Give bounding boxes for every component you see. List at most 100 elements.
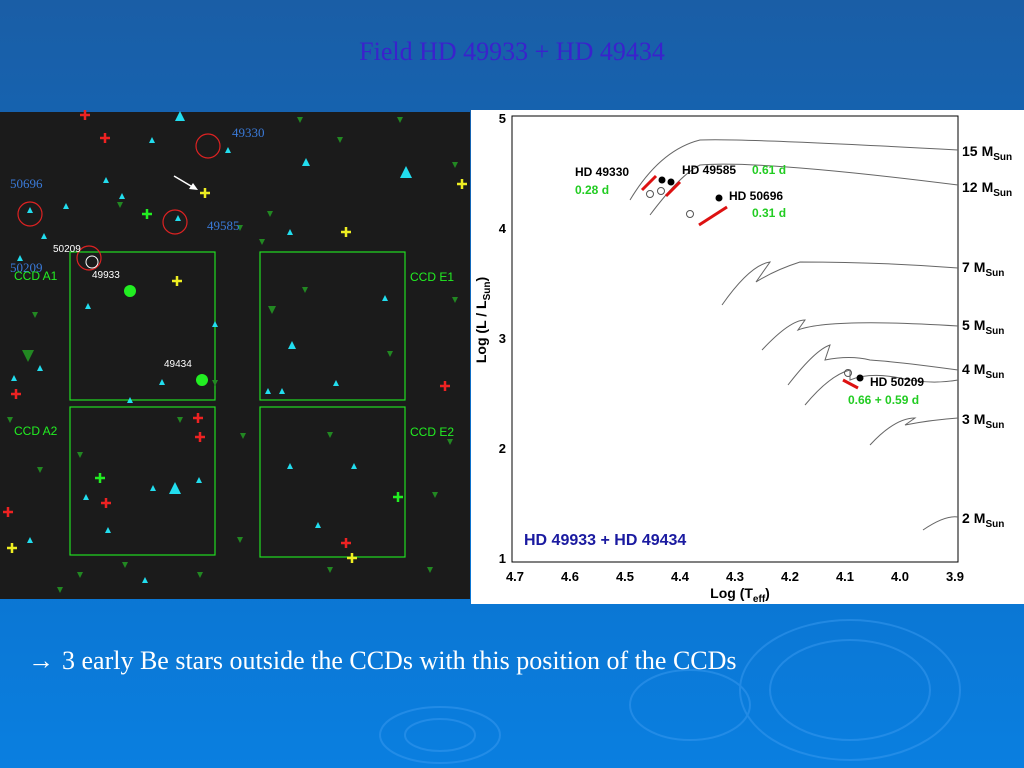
star-symbol	[85, 303, 91, 309]
mass-label: 15 MSun	[962, 143, 1012, 163]
star-label: 50209	[53, 244, 81, 255]
x-tick-label: 4.5	[616, 569, 634, 584]
star-period: 0.31 d	[752, 206, 786, 220]
plus-symbol	[80, 110, 90, 120]
y-tick-label: 3	[499, 331, 506, 346]
mass-unit: M	[974, 411, 986, 427]
mass-sub: Sun	[985, 370, 1004, 381]
plus-symbol	[95, 473, 105, 483]
bullet-marker: →	[28, 646, 54, 675]
mass-unit: M	[974, 510, 986, 526]
mass-sub: Sun	[993, 152, 1012, 163]
mass-value: 5	[962, 317, 970, 333]
plus-symbol	[172, 276, 182, 286]
star-points	[646, 176, 864, 382]
x-label-sub: eff	[753, 594, 766, 605]
plus-symbol	[195, 432, 205, 442]
plus-symbol	[101, 498, 111, 508]
y-label-main: Log (L / L	[473, 300, 489, 363]
star-symbol	[327, 567, 333, 573]
mass-label: 5 MSun	[962, 317, 1004, 337]
x-tick-label: 4.7	[506, 569, 524, 584]
y-label-end: )	[473, 277, 489, 282]
star-symbol	[177, 417, 183, 423]
star-label: 50696	[10, 176, 43, 191]
star-period: 0.61 d	[752, 163, 786, 177]
target-circle	[85, 255, 99, 269]
mass-label: 12 MSun	[962, 179, 1012, 199]
mass-label: 4 MSun	[962, 361, 1004, 381]
mass-sub: Sun	[993, 188, 1012, 199]
star-symbol	[452, 297, 458, 303]
star-symbol	[57, 587, 63, 593]
y-axis-label: Log (L / LSun)	[473, 277, 493, 363]
star-symbol	[117, 202, 123, 208]
mass-unit: M	[974, 259, 986, 275]
star-period: 0.28 d	[575, 183, 609, 197]
x-axis-label: Log (Teff)	[710, 585, 770, 605]
bullet-text: 3 early Be stars outside the CCDs with t…	[62, 646, 737, 675]
slide-title: Field HD 49933 + HD 49434	[359, 37, 665, 66]
star-symbol	[17, 255, 23, 261]
plus-symbol	[100, 133, 110, 143]
ccd-labels: CCD A1 CCD E1 CCD A2 CCD E2	[14, 269, 454, 439]
star-symbol	[382, 295, 388, 301]
star-symbol	[63, 203, 69, 209]
x-label-main: Log (T	[710, 585, 753, 601]
ripples	[379, 619, 961, 764]
star-symbol	[302, 158, 310, 166]
star-symbol	[397, 117, 403, 123]
mass-sub: Sun	[985, 519, 1004, 530]
star-symbol	[83, 494, 89, 500]
star-symbol	[119, 193, 125, 199]
star-label: 50209	[10, 260, 43, 275]
mass-label: 2 MSun	[962, 510, 1004, 530]
hr-frame	[511, 115, 959, 563]
circles	[17, 133, 221, 271]
sky-map	[0, 110, 470, 599]
plus-symbol	[142, 209, 152, 219]
star-name: HD 50209	[870, 375, 924, 389]
star-symbol	[333, 380, 339, 386]
mass-unit: M	[974, 317, 986, 333]
star-symbol	[196, 477, 202, 483]
star-symbol	[432, 492, 438, 498]
plus-symbol	[393, 492, 403, 502]
x-label-end: )	[765, 585, 770, 601]
mass-unit: M	[982, 179, 994, 195]
plus-symbol	[347, 553, 357, 563]
star-symbol	[288, 341, 296, 349]
plus-symbol	[193, 413, 203, 423]
star-label: 49330	[232, 125, 265, 140]
star-symbol	[175, 111, 185, 121]
y-tick-label: 5	[499, 111, 506, 126]
star-symbol	[175, 215, 181, 221]
star-label: 49585	[207, 218, 240, 233]
star-symbol	[127, 397, 133, 403]
plus-symbol	[11, 389, 21, 399]
mass-label: 7 MSun	[962, 259, 1004, 279]
star-symbol	[302, 287, 308, 293]
star-period: 0.66 + 0.59 d	[848, 393, 919, 407]
star-symbol	[267, 211, 273, 217]
y-tick-label: 1	[499, 551, 506, 566]
star-symbol	[77, 572, 83, 578]
mass-label: 3 MSun	[962, 411, 1004, 431]
sky-labels: 49330 50696 49585 50209	[10, 125, 265, 275]
x-tick-label: 3.9	[946, 569, 964, 584]
mass-value: 2	[962, 510, 970, 526]
x-tick-label: 4.0	[891, 569, 909, 584]
star-name: HD 50696	[729, 189, 783, 203]
hr-text: HD 49933 + HD 49434 Log (Teff) Log (L / …	[473, 111, 1012, 605]
x-tick-label: 4.2	[781, 569, 799, 584]
star-symbol	[212, 380, 218, 386]
y-tick-label: 4	[499, 221, 507, 236]
star-symbol	[400, 166, 412, 178]
plus-symbol	[7, 543, 17, 553]
mass-value: 12	[962, 179, 978, 195]
red-arrows	[640, 174, 859, 390]
sky-labels-white: 50209 49933 49434	[53, 244, 192, 370]
ccd-label: CCD A2	[14, 424, 58, 438]
star-symbol	[212, 321, 218, 327]
